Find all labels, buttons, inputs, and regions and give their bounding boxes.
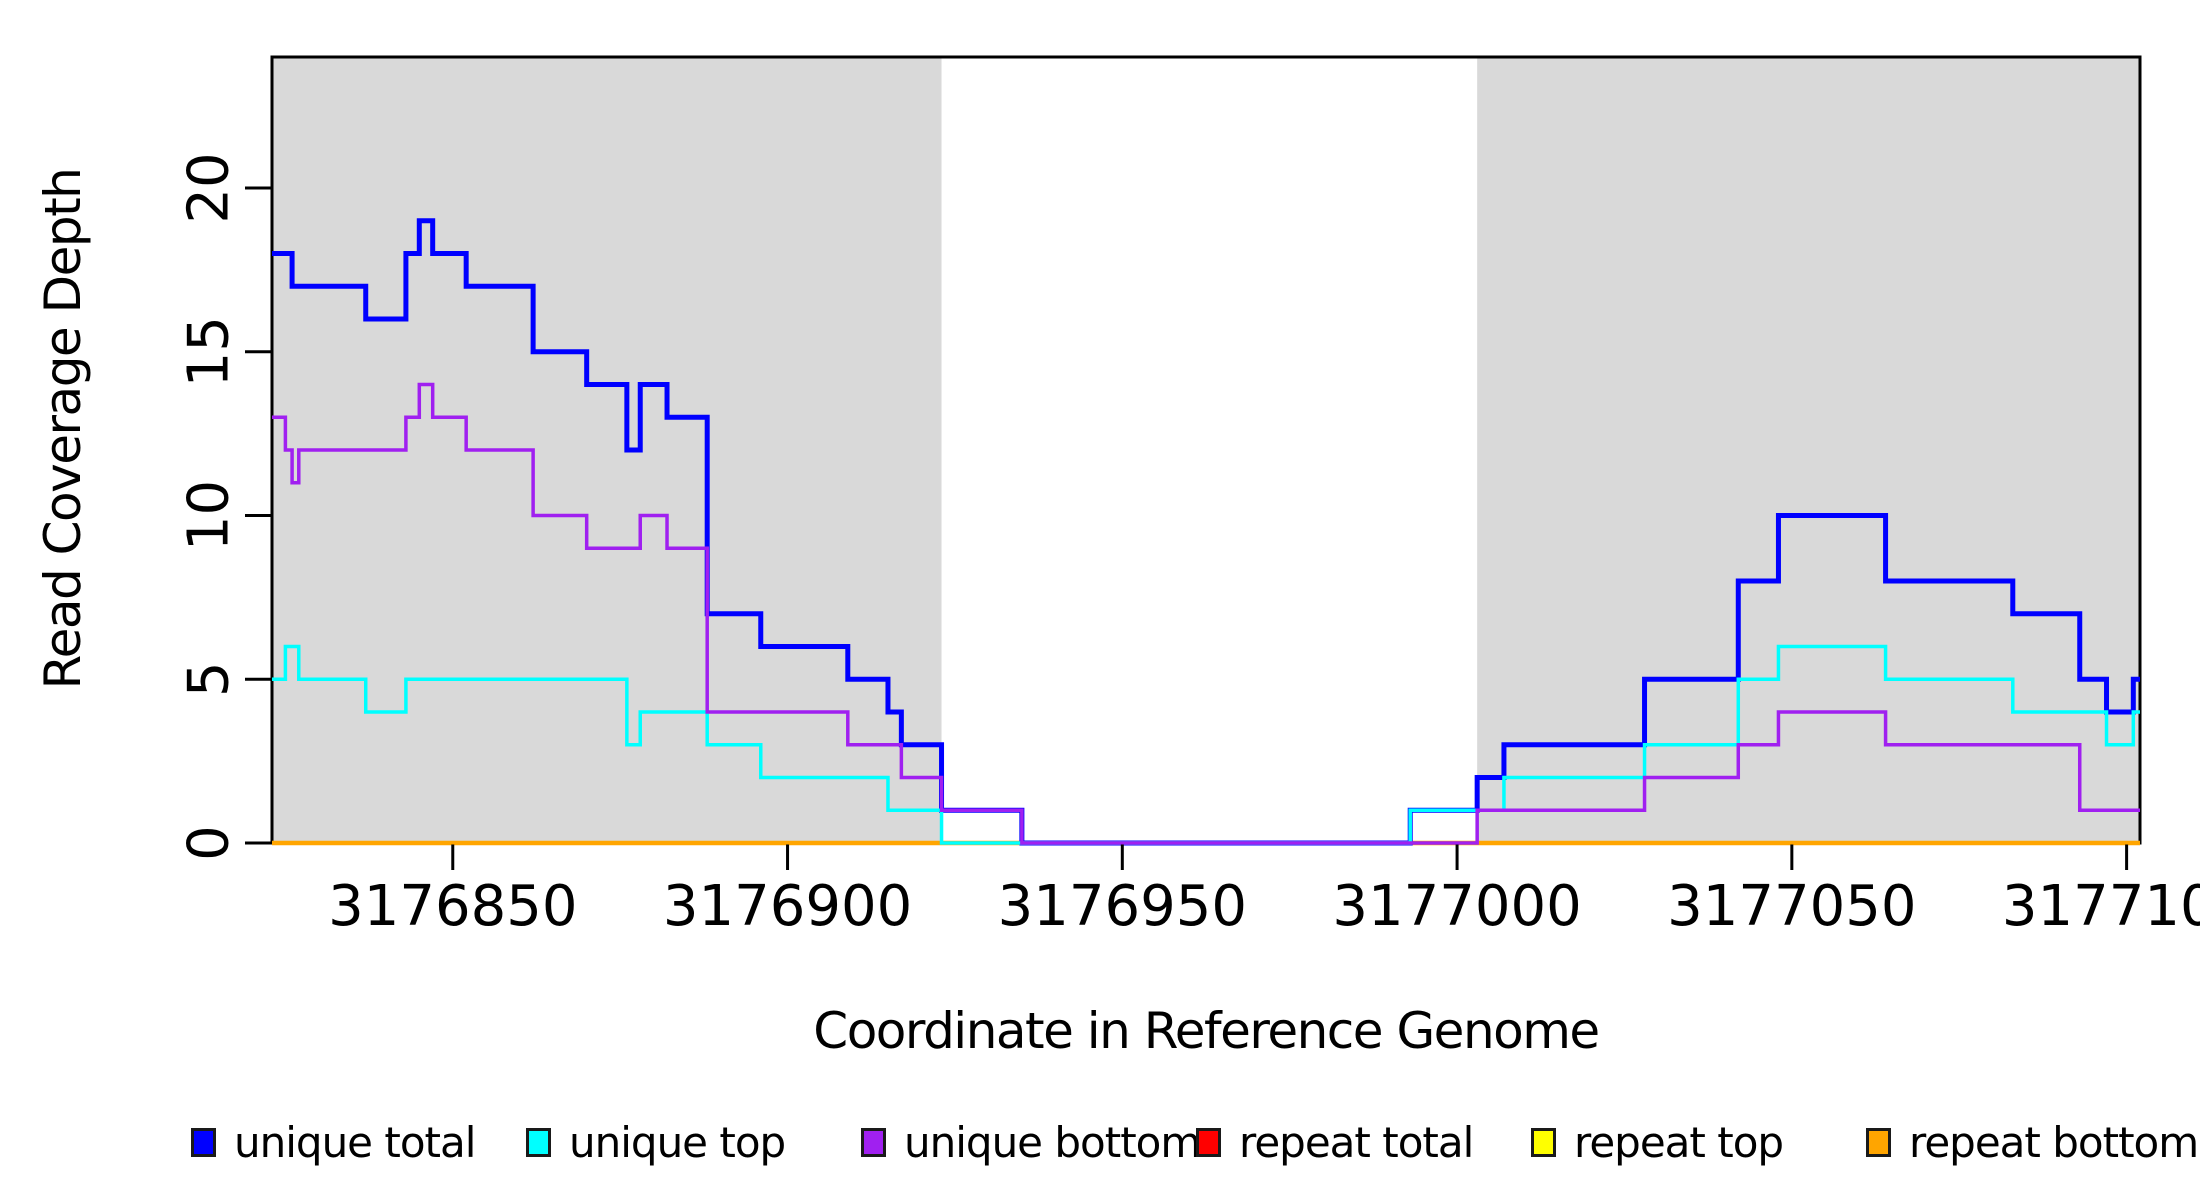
legend-item-repeat-total: repeat total: [1196, 1117, 1474, 1167]
legend-swatch-repeat-total: [1196, 1127, 1221, 1157]
legend-label-repeat-bottom: repeat bottom: [1909, 1117, 2199, 1167]
y-tick-label: 20: [177, 152, 242, 223]
legend-label-unique-top: unique top: [569, 1117, 786, 1167]
legend-label-unique-total: unique total: [234, 1117, 476, 1167]
series-line-unique-top: [272, 644, 2140, 845]
y-tick-label: 5: [177, 661, 242, 697]
legend-label-repeat-total: repeat total: [1239, 1117, 1474, 1167]
x-axis-title: Coordinate in Reference Genome: [813, 1002, 1600, 1060]
legend-swatch-unique-bottom: [861, 1127, 886, 1157]
legend-item-unique-bottom: unique bottom: [861, 1117, 1201, 1167]
legend-label-repeat-top: repeat top: [1574, 1117, 1784, 1167]
x-tick-label: 3177000: [1332, 874, 1581, 939]
x-tick-label: 3176950: [998, 874, 1247, 939]
legend-item-unique-top: unique top: [526, 1117, 786, 1167]
x-tick-label: 3176900: [663, 874, 912, 939]
legend-item-repeat-bottom: repeat bottom: [1866, 1117, 2199, 1167]
legend-label-unique-bottom: unique bottom: [904, 1117, 1201, 1167]
y-axis-title: Read Coverage Depth: [34, 168, 92, 690]
x-tick-label: 3177050: [1667, 874, 1916, 939]
y-tick-label: 10: [177, 480, 242, 551]
legend-item-unique-total: unique total: [191, 1117, 476, 1167]
legend-swatch-repeat-top: [1531, 1127, 1556, 1157]
legend-swatch-unique-top: [526, 1127, 551, 1157]
y-tick-label: 0: [177, 825, 242, 861]
series-line-unique-total: [272, 218, 2140, 846]
series-line-unique-bottom: [272, 382, 2140, 845]
legend-item-repeat-top: repeat top: [1531, 1117, 1784, 1167]
x-tick-label: 3176850: [328, 874, 577, 939]
y-tick-label: 15: [177, 316, 242, 387]
legend-swatch-unique-total: [191, 1127, 216, 1157]
legend-swatch-repeat-bottom: [1866, 1127, 1891, 1157]
repeat-region-shading-2: [1477, 57, 2140, 843]
